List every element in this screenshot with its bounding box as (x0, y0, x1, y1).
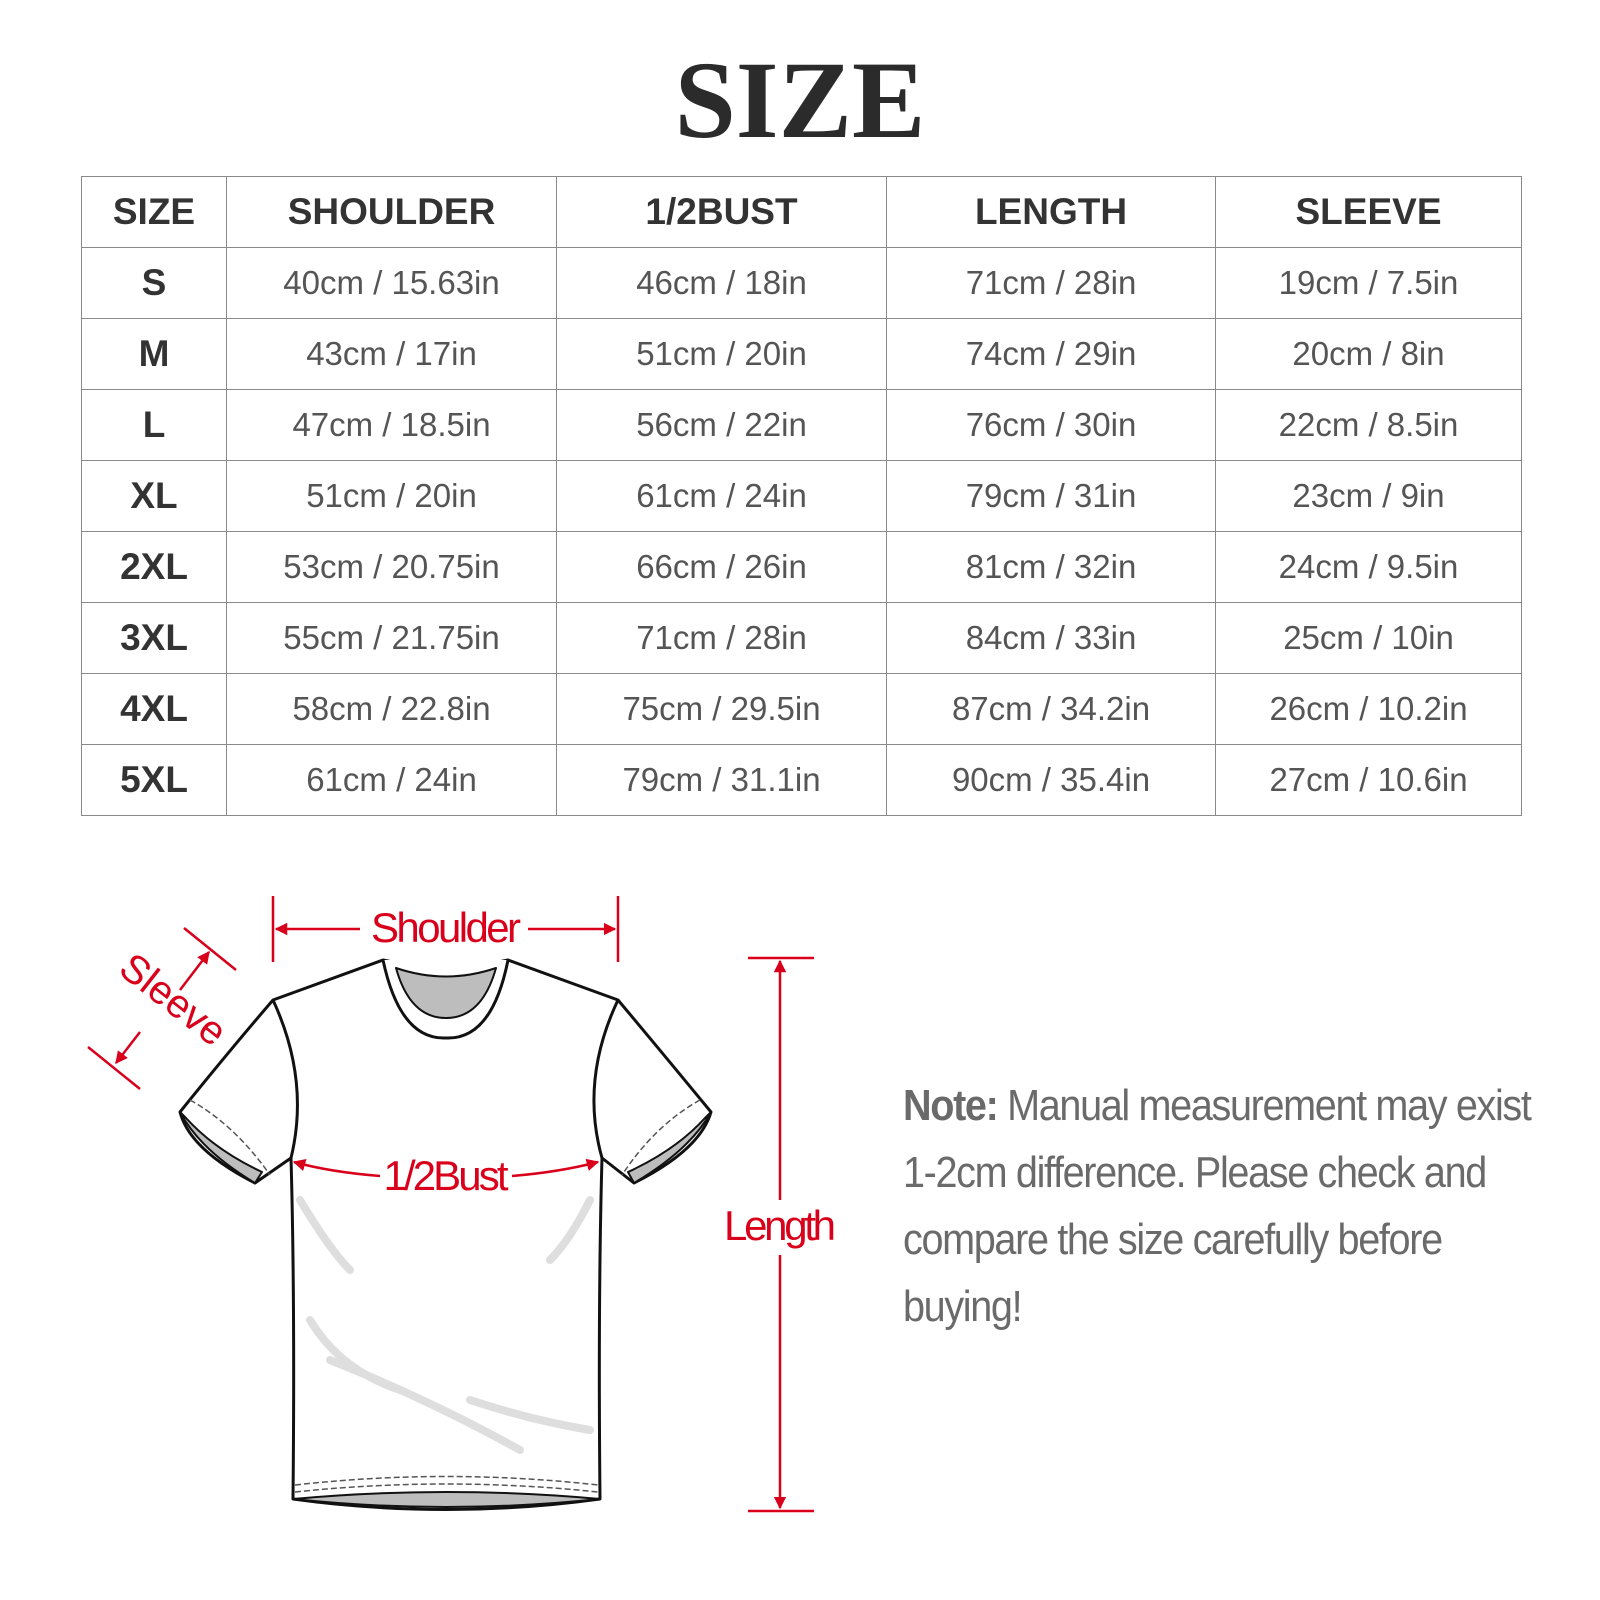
measurement-cell: 81cm / 32in (886, 531, 1216, 603)
column-header-sleeve: SLEEVE (1215, 176, 1522, 248)
measurement-cell: 84cm / 33in (886, 602, 1216, 674)
measurement-cell: 46cm / 18in (556, 247, 887, 319)
note-label: Note: (903, 1081, 999, 1130)
note-body: Manual measurement may exist 1-2cm diffe… (903, 1081, 1532, 1331)
measurement-cell: 76cm / 30in (886, 389, 1216, 461)
measurement-cell: 27cm / 10.6in (1215, 744, 1522, 816)
table-row: XL 51cm / 20in 61cm / 24in 79cm / 31in 23cm … (81, 460, 1522, 532)
measurement-cell: 71cm / 28in (556, 602, 887, 674)
measurement-cell: 56cm / 22in (556, 389, 887, 461)
size-cell: XL (81, 460, 227, 532)
size-cell: S (81, 247, 227, 319)
measurement-cell: 75cm / 29.5in (556, 673, 887, 745)
measurement-cell: 61cm / 24in (226, 744, 557, 816)
bust-measure (292, 1158, 600, 1178)
table-row: 4XL 58cm / 22.8in 75cm / 29.5in 87cm / 34.2… (81, 673, 1522, 745)
measurement-cell: 40cm / 15.63in (226, 247, 557, 319)
table-row: S 40cm / 15.63in 46cm / 18in 71cm / 28in 19c… (81, 247, 1522, 319)
measurement-cell: 58cm / 22.8in (226, 673, 557, 745)
measurement-cell: 71cm / 28in (886, 247, 1216, 319)
column-header-length: LENGTH (886, 176, 1216, 248)
sleeve-measure (87, 927, 237, 1090)
sleeve-label: Sleeve (111, 945, 234, 1055)
length-measure (748, 956, 814, 1513)
tshirt-icon (178, 958, 713, 1511)
measurement-cell: 20cm / 8in (1215, 318, 1522, 390)
note-text: Note: Manual measurement may exist 1-2cm… (903, 1072, 1542, 1340)
measurement-cell: 19cm / 7.5in (1215, 247, 1522, 319)
measurement-cell: 90cm / 35.4in (886, 744, 1216, 816)
measurement-cell: 74cm / 29in (886, 318, 1216, 390)
bust-label: 1/2Bust (384, 1152, 509, 1199)
size-cell: 5XL (81, 744, 227, 816)
measurement-cell: 79cm / 31.1in (556, 744, 887, 816)
measurement-cell: 53cm / 20.75in (226, 531, 557, 603)
measurement-cell: 22cm / 8.5in (1215, 389, 1522, 461)
shoulder-measure (271, 896, 620, 962)
measurement-cell: 61cm / 24in (556, 460, 887, 532)
measurement-cell: 24cm / 9.5in (1215, 531, 1522, 603)
measurement-cell: 43cm / 17in (226, 318, 557, 390)
size-cell: M (81, 318, 227, 390)
shoulder-label: Shoulder (371, 904, 521, 951)
size-cell: 4XL (81, 673, 227, 745)
page-title: SIZE (674, 39, 926, 161)
measurement-cell: 66cm / 26in (556, 531, 887, 603)
table-row: 2XL 53cm / 20.75in 66cm / 26in 81cm / 32in 2… (81, 531, 1522, 603)
table-row: 5XL 61cm / 24in 79cm / 31.1in 90cm / 35.4in… (81, 744, 1522, 816)
table-row: M 43cm / 17in 51cm / 20in 74cm / 29in 20cm /… (81, 318, 1522, 390)
table-header-row: SIZE SHOULDER 1/2BUST LENGTH SLEEVE (81, 176, 1522, 248)
length-label: Length (724, 1202, 836, 1249)
column-header-1-2bust: 1/2BUST (556, 176, 887, 248)
measurement-cell: 55cm / 21.75in (226, 602, 557, 674)
measurement-cell: 51cm / 20in (226, 460, 557, 532)
column-header-size: SIZE (81, 176, 227, 248)
measurement-cell: 26cm / 10.2in (1215, 673, 1522, 745)
size-table: SIZE SHOULDER 1/2BUST LENGTH SLEEVE S 40cm / … (81, 176, 1522, 816)
table-row: 3XL 55cm / 21.75in 71cm / 28in 84cm / 33in 2… (81, 602, 1522, 674)
measurement-cell: 23cm / 9in (1215, 460, 1522, 532)
size-cell: L (81, 389, 227, 461)
size-cell: 3XL (81, 602, 227, 674)
table-row: L 47cm / 18.5in 56cm / 22in 76cm / 30in 22cm… (81, 389, 1522, 461)
measurement-cell: 25cm / 10in (1215, 602, 1522, 674)
